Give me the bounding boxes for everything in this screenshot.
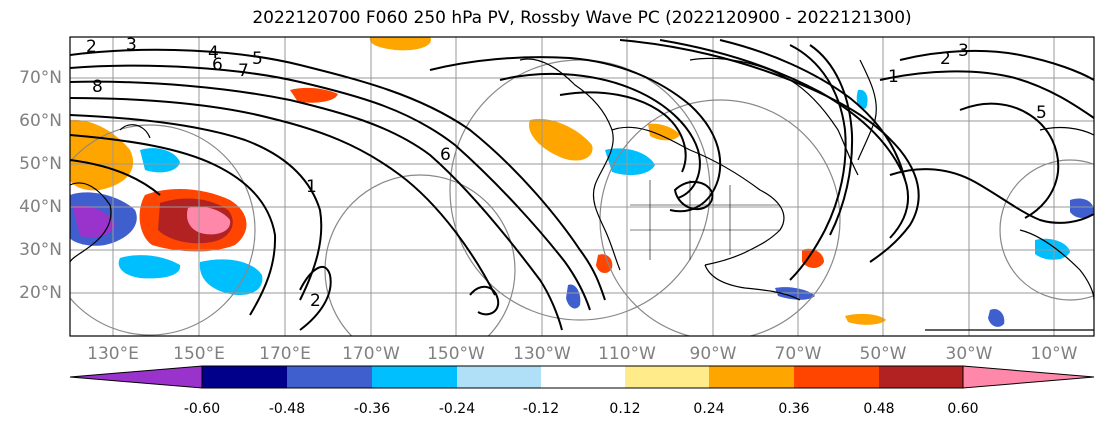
colorbar-segment <box>457 366 541 388</box>
lon-label: 50°W <box>859 344 907 364</box>
pv-shading <box>70 37 1094 327</box>
contour-label: 1 <box>306 177 317 197</box>
colorbar-tick-label: -0.36 <box>353 401 391 417</box>
lon-label: 130°W <box>513 344 571 364</box>
lon-label: 150°E <box>173 344 225 364</box>
colorbar-right-arrow <box>962 365 1095 389</box>
anomaly-orange-top <box>369 37 431 51</box>
contour-label: 2 <box>86 37 97 57</box>
colorbar-segment <box>879 366 963 388</box>
colorbar <box>69 365 1095 389</box>
anomaly-blue-east <box>1070 198 1094 218</box>
anomaly-orange-canada <box>648 123 680 141</box>
colorbar-tick-label: 0.24 <box>693 401 725 417</box>
anomaly-cyan-atl <box>1035 238 1070 260</box>
contour-label: 5 <box>1036 103 1047 123</box>
contour-value-labels: 2 3 4 5 6 7 8 1 2 3 1 5 6 2 <box>86 35 1047 311</box>
borders <box>630 180 780 260</box>
map-frame <box>69 36 1095 337</box>
lon-label: 170°W <box>342 344 400 364</box>
colorbar-tick-label: -0.60 <box>183 401 221 417</box>
lon-label: 150°W <box>427 344 485 364</box>
colorbar-left-arrow <box>69 365 203 389</box>
anomaly-cyan-greenland <box>856 89 868 110</box>
anomaly-red-baja <box>596 254 613 274</box>
contour-label: 3 <box>126 35 137 55</box>
lat-label: 70°N <box>19 68 62 88</box>
colorbar-tick-label: 0.36 <box>778 401 810 417</box>
anomaly-blue-atl <box>988 308 1005 327</box>
colorbar-tick-label: 0.60 <box>947 401 979 417</box>
colorbar-tick-label: -0.48 <box>268 401 306 417</box>
contour-label: 8 <box>92 77 103 97</box>
anomaly-cyan-pacific-2 <box>199 259 263 296</box>
map-title: 2022120700 F060 250 hPa PV, Rossby Wave … <box>252 8 912 28</box>
pv-contours <box>70 39 1094 331</box>
colorbar-segment <box>372 366 457 388</box>
colorbar-tick-label: 0.12 <box>609 401 641 417</box>
lon-label: 130°E <box>87 344 139 364</box>
anomaly-orange-west <box>70 119 134 191</box>
contour-label: 7 <box>238 61 249 81</box>
contour-label: 1 <box>888 67 899 87</box>
colorbar-tick-label: -0.24 <box>438 401 476 417</box>
contour-label: 6 <box>440 145 451 165</box>
anomaly-purple-west <box>72 204 115 238</box>
contour-label: 2 <box>940 49 951 69</box>
anomaly-orange-arctic <box>290 87 338 103</box>
lon-label: 70°W <box>774 344 822 364</box>
anomaly-orange-caribbean <box>845 313 886 325</box>
colorbar-segment <box>202 366 287 388</box>
lat-label: 50°N <box>19 154 62 174</box>
contour-label: 4 <box>208 43 219 63</box>
contour-label: 3 <box>958 41 969 61</box>
colorbar-segment <box>287 366 372 388</box>
anomaly-cyan-nw <box>140 148 180 173</box>
colorbar-tick-label: 0.48 <box>863 401 895 417</box>
colorbar-segment <box>709 366 794 388</box>
lon-label: 30°W <box>945 344 993 364</box>
colorbar-segment <box>625 366 709 388</box>
colorbar-segment <box>541 366 625 388</box>
lon-label: 170°E <box>259 344 311 364</box>
anomaly-blue-pacific-s <box>566 284 581 309</box>
contour-label: 2 <box>310 291 321 311</box>
anomaly-cyan-pacific <box>118 255 181 279</box>
contour-label: 6 <box>212 55 223 75</box>
anomaly-pink-pacific <box>186 206 231 235</box>
lon-label: 10°W <box>1030 344 1078 364</box>
anomaly-cyan-canada <box>605 148 655 176</box>
lat-label: 40°N <box>19 197 62 217</box>
lon-label: 110°W <box>598 344 656 364</box>
lat-label: 20°N <box>19 283 62 303</box>
lat-label: 60°N <box>19 111 62 131</box>
colorbar-tick-label: -0.12 <box>522 401 560 417</box>
anomaly-orange-alaska <box>529 118 593 161</box>
lon-label: 90°W <box>689 344 737 364</box>
lat-label: 30°N <box>19 240 62 260</box>
colorbar-segment <box>794 366 879 388</box>
contour-label: 5 <box>252 49 263 69</box>
anomaly-red-atl <box>802 248 824 268</box>
